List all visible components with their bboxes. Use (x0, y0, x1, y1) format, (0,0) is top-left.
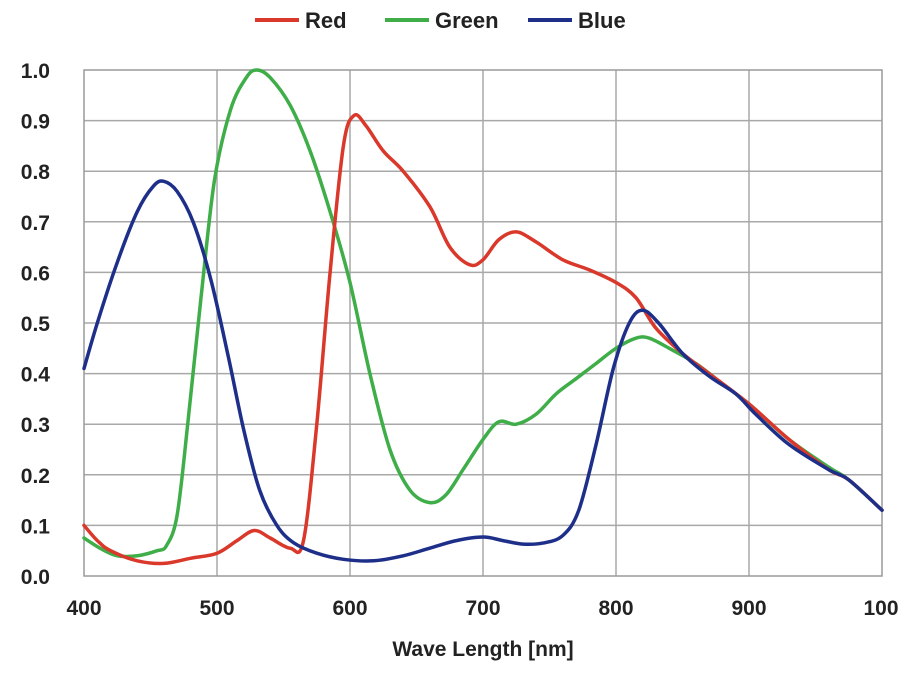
x-tick-label: 700 (465, 597, 500, 620)
plot-frame (83, 69, 883, 577)
x-tick-label: 800 (598, 597, 633, 620)
y-tick-label: 0.5 (21, 313, 51, 336)
y-tick-label: 0.3 (21, 414, 50, 437)
legend-label-blue: Blue (578, 8, 626, 33)
y-tick-label: 0.1 (21, 515, 51, 538)
y-tick-label: 0.9 (21, 111, 50, 134)
x-tick-label: 900 (731, 597, 766, 620)
series-line-green (82, 68, 884, 559)
y-tick-label: 0.2 (21, 465, 50, 488)
series-lines (82, 68, 884, 566)
series-line-red (82, 113, 884, 566)
legend: Red Green Blue (255, 8, 626, 33)
legend-label-green: Green (435, 8, 499, 33)
y-tick-label: 0.4 (21, 364, 51, 387)
y-tick-label: 1.0 (21, 60, 50, 83)
x-axis-title: Wave Length [nm] (392, 638, 573, 661)
x-tick-label: 100 (863, 597, 898, 620)
x-tick-label: 600 (332, 597, 367, 620)
series-line-blue (82, 179, 884, 563)
y-axis-ticks: 0.0 0.1 0.2 0.3 0.4 0.5 0.6 0.7 0.8 0.9 1.0 (21, 60, 51, 589)
x-tick-label: 400 (66, 597, 101, 620)
y-tick-label: 0.6 (21, 262, 50, 285)
y-tick-label: 0.0 (21, 566, 50, 589)
gridlines (84, 70, 882, 576)
y-tick-label: 0.7 (21, 212, 50, 235)
legend-label-red: Red (305, 8, 347, 33)
y-tick-label: 0.8 (21, 161, 51, 184)
x-tick-label: 500 (199, 597, 234, 620)
x-axis-ticks: 400 500 600 700 800 900 100 (66, 597, 898, 620)
